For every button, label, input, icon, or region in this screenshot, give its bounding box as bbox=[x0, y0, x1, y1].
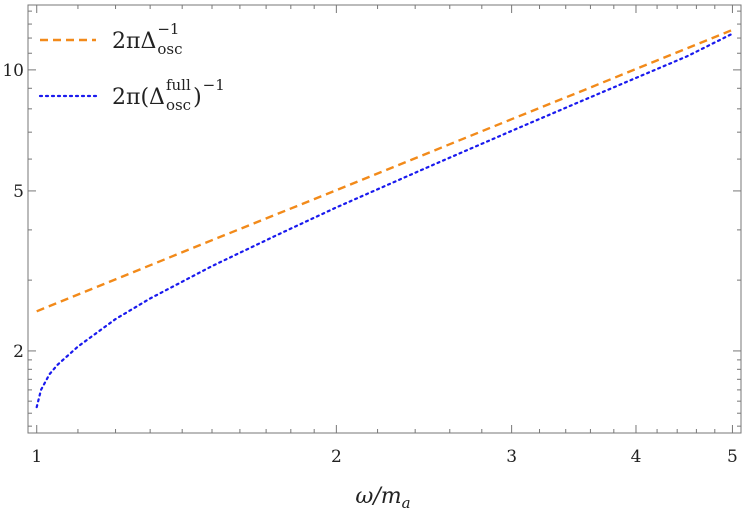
y-tick-label: 2 bbox=[13, 342, 24, 362]
x-tick-label: 2 bbox=[331, 447, 342, 467]
x-tick-label: 5 bbox=[727, 447, 738, 467]
x-axis-label: ω/ma bbox=[355, 484, 410, 512]
y-tick-label: 5 bbox=[13, 182, 24, 202]
minor-ticks bbox=[28, 5, 741, 433]
series-line-2 bbox=[35, 32, 734, 409]
plot-frame bbox=[27, 4, 742, 434]
series-layer bbox=[35, 28, 734, 409]
legend: 2πΔ−1 osc 2π(Δfull osc)−1 bbox=[38, 20, 225, 114]
series-line-1 bbox=[36, 28, 733, 313]
legend-label-1: 2πΔ−1 osc bbox=[112, 20, 182, 58]
y-axis-ticks: 2 5 10 bbox=[2, 61, 741, 362]
y-tick-label: 10 bbox=[2, 61, 24, 81]
x-tick-label: 3 bbox=[506, 447, 517, 467]
legend-label-2: 2π(Δfull osc)−1 bbox=[112, 76, 225, 114]
x-tick-label: 4 bbox=[631, 447, 642, 467]
x-axis-ticks: 1 2 3 4 5 bbox=[31, 5, 738, 467]
x-tick-label: 1 bbox=[31, 447, 42, 467]
